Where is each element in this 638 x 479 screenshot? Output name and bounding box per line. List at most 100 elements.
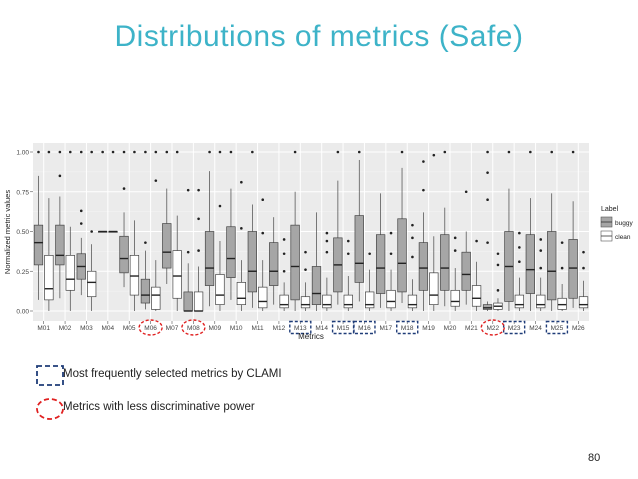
box-clean-M11 <box>258 198 268 311</box>
outlier-point <box>539 238 543 241</box>
outlier-point <box>165 150 169 154</box>
outlier-point <box>90 150 93 154</box>
box-body <box>204 231 215 286</box>
box-buggy-M11 <box>247 150 257 308</box>
outlier-point <box>518 260 521 264</box>
box-body <box>429 272 439 305</box>
outlier-point <box>208 150 211 154</box>
outlier-point <box>154 179 158 182</box>
outlier-point <box>282 238 286 241</box>
outlier-point <box>486 198 489 201</box>
x-tick-label-M18: M18 <box>401 325 414 332</box>
box-body <box>247 231 257 293</box>
outlier-point <box>496 252 500 256</box>
x-tick-label-M23: M23 <box>508 325 521 332</box>
box-clean-M21 <box>471 239 482 311</box>
outlier-point <box>154 150 158 154</box>
box-body <box>450 289 460 307</box>
box-buggy-M02 <box>55 150 65 299</box>
box-buggy-M21 <box>461 190 471 305</box>
x-tick-label-M01: M01 <box>37 325 50 332</box>
outlier-point <box>496 263 500 267</box>
outlier-point <box>539 249 543 252</box>
outlier-point <box>218 150 222 154</box>
legend-label-buggy: buggy <box>615 220 633 227</box>
box-clean-M25 <box>557 241 567 311</box>
outlier-point <box>90 230 93 233</box>
outlier-point <box>486 241 489 244</box>
y-tick-label: 0.00 <box>16 309 29 316</box>
box-body <box>300 296 311 309</box>
box-body <box>55 224 65 266</box>
box-body <box>482 304 493 310</box>
x-tick-label-M26: M26 <box>572 325 585 332</box>
box-clean-M26 <box>578 250 589 311</box>
box-buggy-M08 <box>183 188 193 312</box>
outlier-point <box>79 222 83 225</box>
box-clean-M04 <box>108 150 118 233</box>
blue-highlight-M13 <box>289 320 312 335</box>
outlier-point <box>496 289 500 292</box>
x-tick-label-M22: M22 <box>486 325 499 332</box>
box-body <box>279 294 289 309</box>
outlier-point <box>261 231 265 235</box>
box-clean-M07 <box>172 150 182 311</box>
outlier-point <box>111 150 115 154</box>
x-tick-label-M19: M19 <box>422 325 435 332</box>
outlier-point <box>346 252 350 256</box>
outlier-point <box>422 160 425 163</box>
box-buggy-M07 <box>162 150 172 284</box>
y-tick-label: 0.75 <box>16 189 29 196</box>
box-clean-M09 <box>215 150 225 311</box>
page-number: 80 <box>588 452 601 464</box>
box-body <box>343 294 353 309</box>
x-tick-label-M17: M17 <box>380 325 393 332</box>
outlier-point <box>582 266 585 270</box>
box-body <box>119 235 129 274</box>
box-body <box>65 255 75 291</box>
x-tick-label-M03: M03 <box>80 325 93 332</box>
note-red: Metrics with less discriminative power <box>36 397 376 421</box>
box-body <box>193 291 204 312</box>
box-clean-M13 <box>300 250 311 311</box>
box-body <box>226 226 236 278</box>
outlier-point <box>122 187 126 190</box>
box-clean-M06 <box>151 150 161 311</box>
box-body <box>525 234 535 294</box>
outlier-point <box>422 188 425 192</box>
outlier-point <box>368 252 371 256</box>
box-buggy-M15 <box>333 150 343 305</box>
x-tick-label-M08: M08 <box>187 325 200 332</box>
outlier-point <box>37 150 40 154</box>
red-highlight-M06 <box>138 319 163 336</box>
outlier-point <box>251 150 254 154</box>
box-clean-M24 <box>536 238 546 311</box>
box-body <box>290 224 300 301</box>
outlier-point <box>464 190 468 194</box>
box-buggy-M05 <box>119 150 129 288</box>
outlier-point <box>518 231 521 235</box>
box-body <box>236 282 247 305</box>
x-tick-label-M16: M16 <box>358 325 371 332</box>
box-buggy-M01 <box>33 150 44 300</box>
legend-title: Label <box>601 206 619 213</box>
box-buggy-M26 <box>568 150 578 308</box>
outlier-point <box>47 150 51 154</box>
x-axis-title: Metrics <box>298 332 324 341</box>
box-body <box>87 270 97 298</box>
outlier-point <box>175 150 179 154</box>
outlier-point <box>282 269 286 273</box>
x-tick-label-M06: M06 <box>144 325 157 332</box>
x-tick-label-M04: M04 <box>102 325 115 332</box>
box-clean-M23 <box>514 231 525 311</box>
box-clean-M03 <box>87 150 97 311</box>
red-highlight-M08 <box>181 319 206 336</box>
box-clean-M18 <box>407 223 418 311</box>
y-axis: 0.00 0.25 0.50 0.75 1.00 <box>16 150 33 316</box>
outlier-point <box>144 241 147 244</box>
y-tick-label: 1.00 <box>16 150 29 157</box>
x-tick-label-M13: M13 <box>294 325 307 332</box>
box-buggy-M24 <box>525 150 535 311</box>
box-clean-M19 <box>429 153 439 311</box>
outlier-point <box>389 252 393 256</box>
